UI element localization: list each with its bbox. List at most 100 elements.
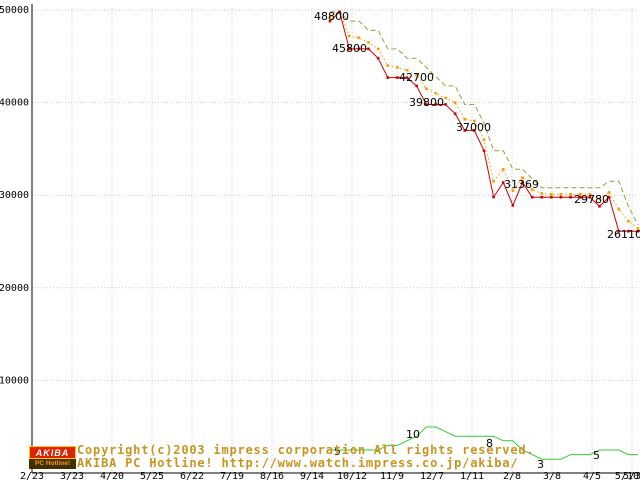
x-tick-label: 7/19 [220,471,244,480]
lowest-price-marker [569,195,572,199]
x-tick-label: 8/16 [260,471,284,480]
average-price-marker [636,227,640,230]
average-price-marker [540,192,544,195]
average-price-marker [328,15,332,18]
lowest-price-marker [357,47,361,51]
lowest-price-marker [598,205,601,208]
highest-price-line [330,11,639,226]
average-price-marker [453,101,457,104]
akiba-logo-subtitle: PC Hotline! [29,459,76,469]
lowest-price-marker [578,195,582,199]
lowest-price-marker [328,19,332,23]
lowest-price-marker [521,181,524,184]
akiba-logo-wordmark: AKIBA [29,446,76,459]
lowest-price-marker [492,195,495,199]
x-tick-label: 5/25 [140,471,164,480]
shop-count-line [330,426,638,460]
lowest-price-marker [415,84,418,88]
price-label: 39800 [409,96,444,109]
lowest-price-marker [540,195,544,199]
average-price-marker [598,197,601,201]
price-label: 45800 [332,42,367,55]
average-price-marker [415,73,418,77]
average-price-marker [530,188,534,191]
y-tick-label: 10000 [0,375,29,386]
average-price-marker [501,167,505,171]
shop-count-label: 5 [593,449,600,462]
lowest-price-marker [347,47,351,51]
lowest-price-marker [444,103,447,106]
x-tick-label: 6/22 [180,471,204,480]
lowest-price-marker [607,195,611,199]
lowest-price-marker [405,76,409,79]
price-label: 29780 [574,193,609,206]
lowest-price-marker [482,149,486,153]
price-label: 37000 [456,121,491,134]
average-price-marker [405,68,409,72]
shop-count-label: 5 [334,445,341,458]
average-price-marker [511,189,515,192]
average-price-marker [521,176,524,179]
average-price-marker [473,119,476,123]
lowest-price-marker [617,229,621,233]
lowest-price-marker [627,229,630,233]
average-price-marker [569,192,572,196]
x-tick-label: 2/23 [20,471,44,480]
lowest-price-marker [386,76,390,79]
site-url-text: AKIBA PC Hotline! http://www.watch.impre… [77,456,519,470]
average-price-marker [376,47,380,51]
x-tick-label: 3/23 [60,471,84,480]
x-tick-label: 1/11 [460,471,484,480]
lowest-price-marker [434,103,438,106]
x-tick-label: 3/8 [543,471,561,480]
lowest-price-marker [511,204,515,207]
average-price-marker [617,207,621,211]
average-price-marker [627,219,630,223]
y-tick-label: 40000 [0,98,29,109]
y-tick-label: 20000 [0,283,29,294]
average-price-marker [492,180,495,183]
x-tick-label: 5/3 [623,471,640,480]
average-price-marker [347,34,351,38]
lowest-price-marker [588,195,592,199]
akiba-logo: AKIBA PC Hotline! [29,446,76,469]
average-price-marker [386,64,390,67]
shop-count-label: 10 [406,428,420,441]
price-label: 26110 [607,228,640,241]
lowest-price-marker [550,195,553,199]
lowest-price-marker [424,103,428,106]
lowest-price-marker [396,76,399,79]
average-price-marker [550,192,553,196]
x-tick-label: 4/20 [100,471,124,480]
lowest-price-marker [530,195,534,199]
average-price-marker [578,192,582,196]
lowest-price-marker [453,112,457,116]
lowest-price-marker [338,10,341,14]
average-price-marker [463,117,467,121]
price-label: 42700 [399,71,434,84]
average-price-marker [434,92,438,95]
x-tick-label: 11/9 [380,471,404,480]
lowest-price-marker [636,229,640,233]
lowest-price-marker [463,129,467,132]
x-tick-label: 10/12 [337,471,367,480]
x-tick-label: 4/5 [583,471,601,480]
x-tick-label: 2/8 [503,471,521,480]
average-price-marker [424,87,428,91]
average-price-marker [607,191,611,194]
lowest-price-marker [501,181,505,184]
y-tick-label: 30000 [0,190,29,201]
price-label: 48800 [314,10,349,23]
lowest-price-marker [367,47,370,51]
average-price-marker [444,96,447,100]
average-price-marker [588,192,592,196]
average-price-marker [559,192,563,196]
shop-count-label: 3 [537,458,544,471]
average-price-marker [482,138,486,141]
y-tick-label: 50000 [0,5,29,16]
average-price-marker [367,41,370,44]
copyright-text: Copyright(c)2003 impress corporation All… [77,443,535,457]
lowest-price-marker [376,56,380,60]
